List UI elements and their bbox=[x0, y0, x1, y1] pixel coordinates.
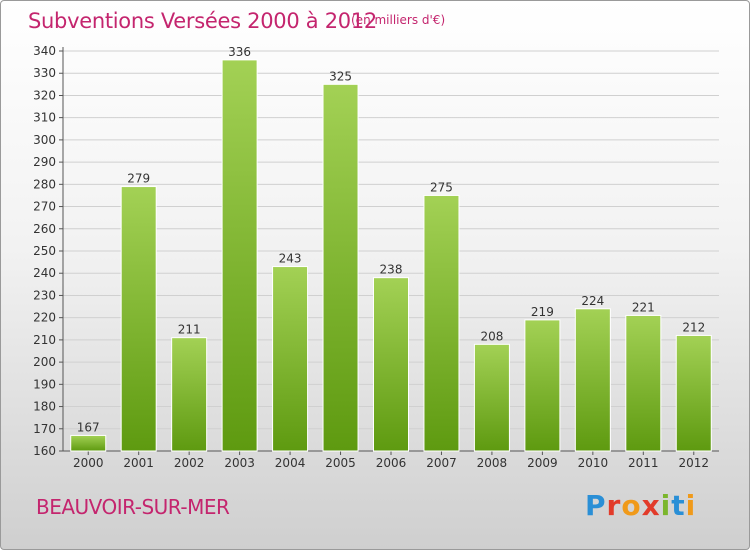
data-label-2012: 212 bbox=[682, 320, 705, 334]
y-tick-label: 340 bbox=[33, 44, 56, 58]
bar-2011 bbox=[625, 314, 662, 452]
y-tick-label: 220 bbox=[33, 311, 56, 325]
bar-2012 bbox=[675, 334, 712, 452]
data-label-2006: 238 bbox=[380, 263, 403, 277]
y-tick-label: 230 bbox=[33, 288, 56, 302]
x-tick-label-2006: 2006 bbox=[376, 456, 407, 470]
bar-2007 bbox=[423, 194, 460, 452]
x-tick-label-2001: 2001 bbox=[123, 456, 154, 470]
proxiti-logo: Proxiti bbox=[585, 489, 697, 522]
x-tick-label-2007: 2007 bbox=[426, 456, 457, 470]
y-tick-label: 200 bbox=[33, 355, 56, 369]
y-tick-label: 320 bbox=[33, 88, 56, 102]
y-tick-label: 180 bbox=[33, 400, 56, 414]
y-tick-label: 240 bbox=[33, 266, 56, 280]
x-tick-label-2008: 2008 bbox=[477, 456, 508, 470]
data-label-2008: 208 bbox=[480, 329, 503, 343]
bar-2010 bbox=[574, 308, 611, 452]
y-tick-label: 280 bbox=[33, 177, 56, 191]
y-tick-label: 160 bbox=[33, 444, 56, 458]
bars bbox=[70, 59, 712, 452]
x-tick-label-2004: 2004 bbox=[275, 456, 306, 470]
bar-2005 bbox=[322, 83, 359, 452]
x-tick-label-2005: 2005 bbox=[325, 456, 356, 470]
bar-2001 bbox=[120, 186, 157, 452]
data-label-2009: 219 bbox=[531, 305, 554, 319]
y-tick-label: 210 bbox=[33, 333, 56, 347]
place-name: BEAUVOIR-SUR-MER bbox=[36, 495, 230, 519]
y-tick-label: 190 bbox=[33, 377, 56, 391]
data-label-2011: 221 bbox=[632, 300, 655, 314]
bar-2006 bbox=[373, 277, 409, 452]
x-tick-label-2003: 2003 bbox=[224, 456, 255, 470]
labels: 160 170 180 190 200 210 220 230 240 250 260 270 280 2… bbox=[33, 44, 709, 470]
y-tick-label: 250 bbox=[33, 244, 56, 258]
y-tick-label: 290 bbox=[33, 155, 56, 169]
y-tick-label: 310 bbox=[33, 111, 56, 125]
bar-2009 bbox=[524, 319, 561, 452]
x-tick-label-2010: 2010 bbox=[578, 456, 609, 470]
x-tick-label-2012: 2012 bbox=[678, 456, 709, 470]
chart-subtitle: (en milliers d'€) bbox=[351, 13, 446, 27]
data-label-2001: 279 bbox=[127, 172, 150, 186]
chart-title: Subventions Versées 2000 à 2012 bbox=[28, 9, 377, 33]
x-tick-label-2009: 2009 bbox=[527, 456, 558, 470]
data-label-2002: 211 bbox=[178, 323, 201, 337]
bar-2002 bbox=[171, 337, 208, 452]
data-label-2010: 224 bbox=[581, 294, 604, 308]
bar-2000 bbox=[70, 434, 107, 452]
y-tick-label: 330 bbox=[33, 66, 56, 80]
data-label-2003: 336 bbox=[228, 45, 251, 59]
y-tick-label: 300 bbox=[33, 133, 56, 147]
data-label-2005: 325 bbox=[329, 69, 352, 83]
bar-2008 bbox=[473, 343, 510, 452]
y-tick-label: 270 bbox=[33, 200, 56, 214]
x-tick-label-2011: 2011 bbox=[628, 456, 659, 470]
bar-2004 bbox=[272, 266, 309, 452]
data-label-2007: 275 bbox=[430, 180, 453, 194]
y-tick-label: 260 bbox=[33, 222, 56, 236]
x-tick-label-2002: 2002 bbox=[174, 456, 205, 470]
bar-2003 bbox=[221, 59, 258, 452]
x-tick-label-2000: 2000 bbox=[73, 456, 104, 470]
y-tick-label: 170 bbox=[33, 422, 56, 436]
data-label-2004: 243 bbox=[279, 252, 302, 266]
data-label-2000: 167 bbox=[77, 420, 100, 434]
